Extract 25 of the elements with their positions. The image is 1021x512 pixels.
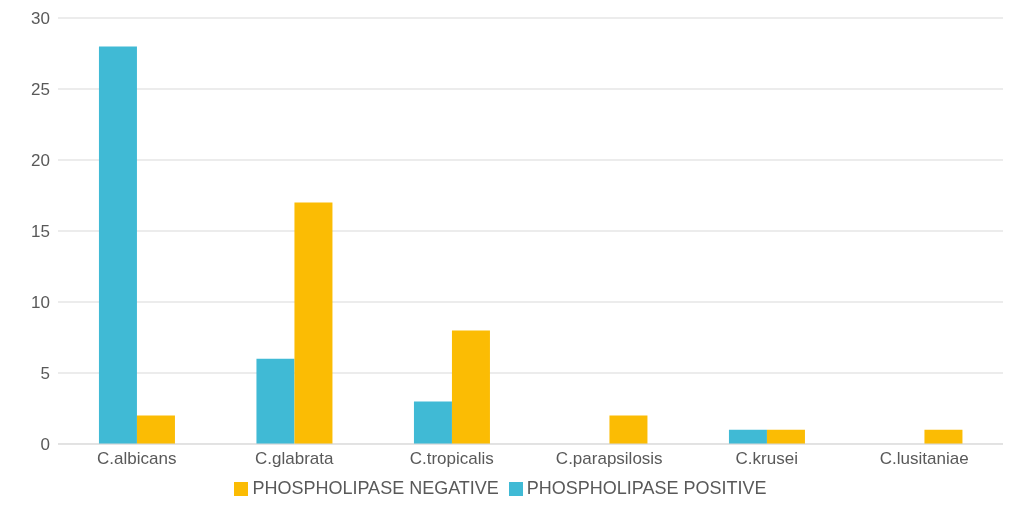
- y-tick-label: 15: [31, 222, 50, 242]
- y-tick-label: 20: [31, 151, 50, 171]
- bar: [766, 429, 805, 444]
- legend-label: PHOSPHOLIPASE POSITIVE: [526, 478, 767, 498]
- x-tick-label: C.krusei: [735, 449, 798, 469]
- x-tick-label: C.parapsilosis: [555, 449, 663, 469]
- x-tick-label: C.tropicalis: [409, 449, 494, 469]
- y-tick-label: 30: [31, 9, 50, 29]
- bar: [728, 429, 767, 444]
- bar: [294, 202, 333, 444]
- x-tick-label: C.lusitaniae: [879, 449, 969, 469]
- y-tick-label: 5: [40, 364, 50, 384]
- y-tick-label: 25: [31, 80, 50, 100]
- x-tick-label: C.glabrata: [255, 449, 335, 469]
- bar: [924, 429, 963, 444]
- x-tick-label: C.albicans: [97, 449, 177, 469]
- bar: [451, 330, 490, 444]
- bar: [136, 415, 175, 444]
- y-tick-label: 10: [31, 293, 50, 313]
- bar: [256, 358, 295, 444]
- y-tick-label: 0: [40, 435, 50, 455]
- legend-label: PHOSPHOLIPASE NEGATIVE: [252, 478, 499, 498]
- bar: [609, 415, 648, 444]
- bar: [98, 46, 137, 444]
- bar: [413, 401, 452, 444]
